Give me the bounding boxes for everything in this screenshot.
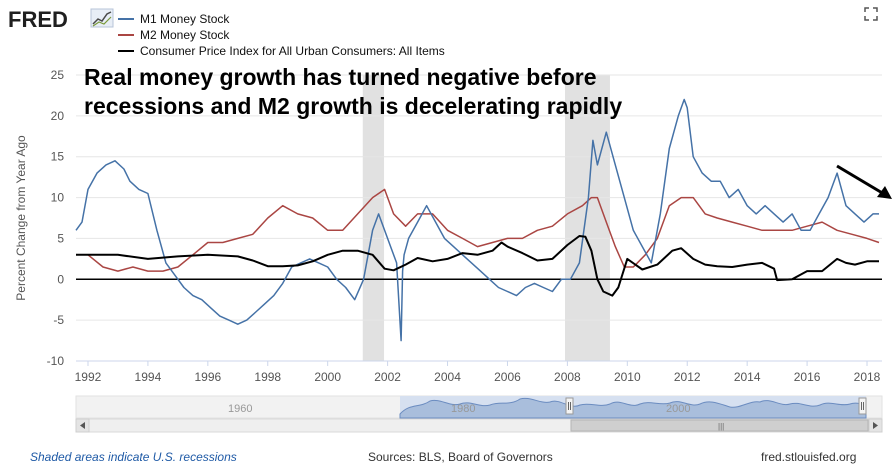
navigator-label-1960: 1960 [228, 403, 252, 415]
legend-item-m1[interactable]: M1 Money Stock [118, 12, 230, 26]
series-line-m1[interactable] [75, 98, 879, 342]
recession-band [564, 75, 610, 361]
navigator-right-handle[interactable] [858, 397, 867, 415]
chart-legend: M1 Money Stock M2 Money Stock Consumer P… [118, 12, 445, 58]
recession-band [362, 75, 385, 361]
y-tick-label: -5 [53, 313, 64, 327]
x-tick-label: 2018 [854, 370, 881, 384]
x-tick-label: 1992 [75, 370, 102, 384]
x-tick-label: 1996 [194, 370, 221, 384]
x-tick-label: 2016 [794, 370, 821, 384]
y-axis-title: Percent Change from Year Ago [14, 135, 28, 301]
y-tick-label: 25 [51, 68, 65, 82]
trend-arrow-icon [836, 164, 892, 199]
x-tick-label: 2008 [554, 370, 581, 384]
legend-label-m1: M1 Money Stock [140, 12, 230, 26]
x-tick-label: 1994 [135, 370, 162, 384]
arrow-right-icon[interactable] [868, 418, 883, 433]
y-tick-label: 5 [57, 231, 64, 245]
y-tick-label: 0 [57, 272, 64, 286]
legend-label-m2: M2 Money Stock [140, 28, 230, 42]
data-series [75, 98, 880, 342]
navigator-left-handle[interactable] [565, 397, 574, 415]
fred-logo[interactable]: FRED [8, 7, 114, 32]
annotation-line-2: recessions and M2 growth is decelerating… [84, 93, 622, 119]
navigator-label-1980: 1980 [451, 403, 475, 415]
scrollbar-thumb[interactable] [570, 419, 869, 432]
x-tick-label: 2000 [314, 370, 341, 384]
recession-shading [362, 75, 610, 361]
chart-annotation: Real money growth has turned negative be… [84, 64, 622, 119]
fred-logo-text: FRED [8, 7, 68, 32]
x-tick-label: 1998 [254, 370, 281, 384]
expand-icon[interactable] [864, 7, 878, 21]
legend-item-cpi[interactable]: Consumer Price Index for All Urban Consu… [118, 44, 445, 58]
chart-trend-icon [90, 8, 114, 28]
recession-note: Shaded areas indicate U.S. recessions [30, 450, 237, 464]
x-axis-ticks: 1992 1994 1996 1998 2000 2002 2004 2006 2008 2010… [75, 360, 882, 384]
series-line-m2[interactable] [76, 188, 880, 272]
y-tick-label: -10 [47, 354, 65, 368]
navigator-label-2000: 2000 [666, 403, 690, 415]
x-tick-label: 2004 [434, 370, 461, 384]
sources-text: Sources: BLS, Board of Governors [368, 450, 553, 464]
site-link[interactable]: fred.stlouisfed.org [761, 450, 856, 464]
time-navigator[interactable]: 1960 1980 2000 [75, 395, 883, 419]
x-tick-label: 2014 [734, 370, 761, 384]
x-tick-label: 2002 [374, 370, 401, 384]
legend-item-m2[interactable]: M2 Money Stock [118, 28, 230, 42]
x-tick-label: 2010 [614, 370, 641, 384]
y-axis-ticks: -10 -5 0 5 10 15 20 25 [47, 68, 65, 368]
y-tick-label: 10 [51, 191, 65, 205]
navigator-scrollbar[interactable]: ||| [75, 418, 883, 433]
plot-area: -10 -5 0 5 10 15 20 25 1992 1994 1996 1998 2000 2002… [47, 68, 882, 384]
y-tick-label: 20 [51, 109, 65, 123]
scrollbar-grip: ||| [718, 422, 724, 431]
legend-label-cpi: Consumer Price Index for All Urban Consu… [140, 44, 445, 58]
x-tick-label: 2006 [494, 370, 521, 384]
x-tick-label: 2012 [674, 370, 701, 384]
y-tick-label: 15 [51, 150, 65, 164]
series-line-cpi[interactable] [76, 235, 879, 297]
arrow-left-icon[interactable] [75, 418, 90, 433]
annotation-line-1: Real money growth has turned negative be… [84, 64, 597, 90]
